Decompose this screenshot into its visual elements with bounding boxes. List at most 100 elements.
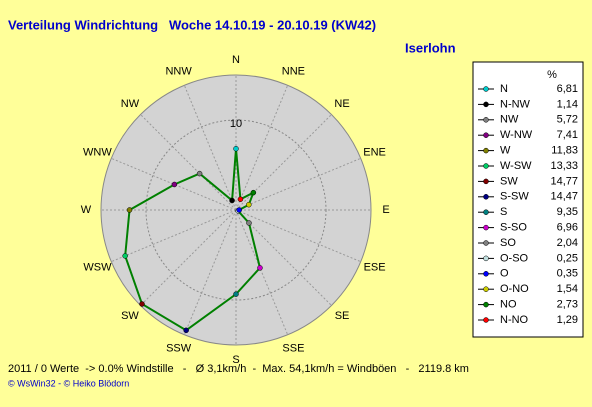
wind-point: [233, 291, 239, 297]
angle-label: NNW: [165, 65, 192, 77]
legend-name: N-NO: [500, 314, 529, 326]
spoke: [140, 114, 237, 211]
legend-marker: [483, 301, 489, 308]
legend-value: 6,96: [557, 222, 578, 234]
angle-label: N: [232, 54, 240, 66]
grid-ring: [145, 119, 327, 301]
legend-value: 11,83: [551, 145, 578, 157]
legend-value: 9,35: [557, 206, 578, 218]
wind-point: [233, 145, 239, 152]
angle-label: SSE: [282, 342, 304, 354]
legend-name: SW: [500, 175, 518, 187]
spoke: [235, 209, 332, 306]
legend-marker: [483, 286, 489, 292]
wind-point: [183, 327, 189, 334]
legend-box: [472, 61, 584, 338]
spoke: [183, 209, 237, 335]
legend-title: %: [547, 69, 557, 81]
legend-marker: [483, 178, 489, 185]
legend-marker: [483, 317, 489, 323]
credit: © WsWin32 - © Heiko Blödorn: [8, 378, 129, 388]
legend-name: O: [500, 268, 509, 280]
spoke: [235, 209, 289, 335]
wind-point: [246, 201, 252, 208]
wind-point: [139, 301, 145, 307]
legend-name: W-NW: [500, 129, 533, 141]
legend-name: W-SW: [500, 160, 532, 172]
legend-name: O-NO: [500, 283, 529, 295]
angle-label: S: [232, 354, 239, 366]
legend-marker: [483, 101, 489, 108]
legend-marker: [483, 147, 489, 154]
legend-name: N: [500, 83, 508, 95]
angle-label: SSW: [166, 342, 192, 354]
angle-label: NE: [334, 98, 349, 110]
legend-value: 0,35: [557, 268, 578, 280]
legend-name: W: [500, 145, 511, 157]
footer: 2011 / 0 Werte -> 0.0% Windstille - Ø 3,…: [8, 363, 469, 375]
angle-label: WSW: [83, 261, 112, 273]
spoke: [183, 85, 237, 211]
legend-value: 13,33: [550, 160, 578, 172]
legend-value: 14,77: [550, 175, 578, 187]
wind-point: [229, 197, 235, 204]
chart-subtitle: Iserlohn: [405, 40, 456, 55]
legend-marker: [483, 132, 489, 138]
angle-label: NW: [121, 98, 140, 110]
legend-name: S: [500, 206, 507, 218]
wind-point: [237, 196, 244, 203]
spoke: [235, 85, 289, 211]
spoke: [111, 157, 237, 211]
legend-marker: [483, 194, 489, 200]
legend-marker: [483, 209, 489, 215]
legend-marker: [483, 86, 489, 92]
spoke: [235, 157, 361, 211]
legend-name: NW: [500, 114, 519, 126]
angle-label: NNE: [282, 65, 305, 77]
angle-label: E: [382, 204, 389, 216]
legend-value: 6,81: [557, 83, 578, 95]
legend-name: N-NW: [500, 98, 531, 110]
legend-value: 7,41: [557, 129, 578, 141]
spoke: [235, 209, 361, 263]
legend-name: S-SO: [500, 222, 527, 234]
legend-value: 0,25: [557, 252, 578, 264]
legend-value: 1,29: [557, 314, 578, 326]
legend-marker: [483, 224, 489, 231]
legend-value: 1,14: [557, 98, 578, 110]
legend-marker: [483, 163, 489, 169]
chart-title: Verteilung Windrichtung Woche 14.10.19 -…: [8, 17, 376, 32]
wind-point: [122, 253, 128, 259]
angle-label: SE: [335, 310, 350, 322]
angle-label: ESE: [364, 261, 386, 273]
angle-label: WNW: [83, 147, 112, 159]
wind-point: [236, 207, 242, 213]
wind-point: [246, 220, 252, 226]
wind-point: [126, 207, 133, 213]
spoke: [235, 114, 332, 211]
legend-value: 2,04: [557, 237, 578, 249]
r-tick-label: 10: [230, 118, 242, 130]
legend-value: 5,72: [557, 114, 578, 126]
legend-marker: [483, 271, 489, 277]
angle-label: SW: [121, 310, 139, 322]
legend-name: O-SO: [500, 252, 529, 264]
legend-value: 14,47: [550, 191, 578, 203]
legend-value: 1,54: [557, 283, 578, 295]
legend-marker: [483, 117, 489, 123]
angle-label: ENE: [363, 147, 386, 159]
wind-point: [257, 265, 263, 271]
legend-name: NO: [500, 299, 517, 311]
legend-marker: [483, 255, 489, 262]
spoke: [140, 209, 237, 306]
angle-label: W: [81, 204, 92, 216]
spoke: [111, 209, 237, 263]
wind-point: [171, 181, 178, 188]
legend-name: S-SW: [500, 191, 529, 203]
wind-point: [196, 170, 203, 177]
wind-point: [250, 189, 257, 196]
legend-value: 2,73: [557, 299, 578, 311]
legend-name: SO: [500, 237, 516, 249]
legend-marker: [483, 240, 489, 246]
